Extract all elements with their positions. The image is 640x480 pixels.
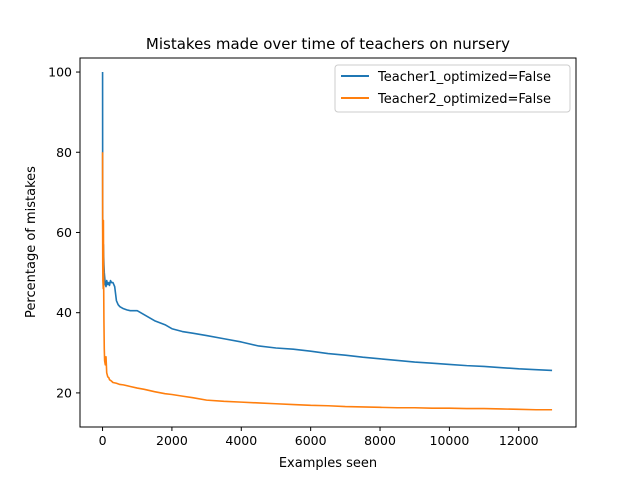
legend-box <box>334 64 571 113</box>
x-tick-label: 6000 <box>295 433 327 448</box>
plot-lines <box>101 72 553 411</box>
legend-label-2: Teacher2_optimized=False <box>377 92 551 107</box>
x-tick-label: 12000 <box>499 433 539 448</box>
x-tick-label: 10000 <box>430 433 470 448</box>
legend: Teacher1_optimized=False Teacher2_optimiz… <box>334 64 571 113</box>
chart-title: Mistakes made over time of teachers on n… <box>146 35 510 53</box>
y-axis-label: Percentage of mistakes <box>24 166 39 318</box>
y-tick-label: 20 <box>56 385 72 400</box>
y-tick-label: 80 <box>56 145 72 160</box>
plot-frame <box>79 57 577 428</box>
x-tick-label: 0 <box>99 433 107 448</box>
x-axis-label: Examples seen <box>279 456 377 471</box>
y-axis: 20 40 60 80 100 <box>48 65 80 400</box>
y-tick-label: 100 <box>48 65 72 80</box>
x-tick-label: 8000 <box>364 433 396 448</box>
legend-label-1: Teacher1_optimized=False <box>377 70 551 85</box>
y-tick-label: 40 <box>56 305 72 320</box>
x-tick-label: 4000 <box>225 433 257 448</box>
series-line-2 <box>101 152 553 411</box>
y-tick-label: 60 <box>56 225 72 240</box>
x-tick-label: 2000 <box>156 433 188 448</box>
x-axis: 0 2000 4000 6000 8000 10000 12000 <box>99 427 539 448</box>
